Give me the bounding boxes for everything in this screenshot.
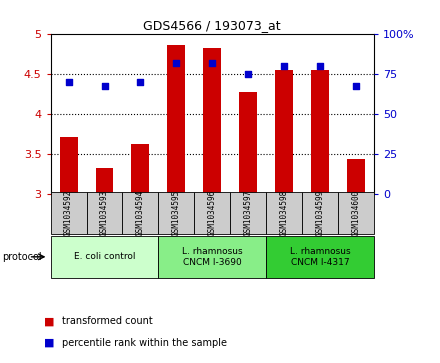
Bar <box>266 192 302 234</box>
Bar <box>230 192 266 234</box>
Point <box>245 72 252 77</box>
Text: L. rhamnosus
CNCM I-3690: L. rhamnosus CNCM I-3690 <box>182 247 242 266</box>
Bar <box>266 236 374 278</box>
Text: GSM1034593: GSM1034593 <box>100 190 109 236</box>
Bar <box>87 192 122 234</box>
Point <box>137 79 144 85</box>
Point <box>209 60 216 66</box>
Text: L. rhamnosus
CNCM I-4317: L. rhamnosus CNCM I-4317 <box>290 247 350 266</box>
Text: transformed count: transformed count <box>62 316 152 326</box>
Bar <box>275 70 293 194</box>
Text: GSM1034600: GSM1034600 <box>352 190 360 236</box>
Bar <box>51 192 87 234</box>
Bar <box>59 137 77 194</box>
Text: GSM1034598: GSM1034598 <box>280 190 289 236</box>
Text: protocol: protocol <box>2 252 42 262</box>
Bar <box>302 192 338 234</box>
Bar <box>122 192 158 234</box>
Bar <box>158 192 194 234</box>
Point <box>65 79 72 85</box>
Bar <box>194 192 230 234</box>
Text: GSM1034599: GSM1034599 <box>315 190 325 236</box>
Bar <box>158 236 266 278</box>
Bar <box>51 236 158 278</box>
Text: GSM1034595: GSM1034595 <box>172 190 181 236</box>
Title: GDS4566 / 193073_at: GDS4566 / 193073_at <box>143 19 281 32</box>
Bar <box>239 92 257 194</box>
Bar <box>132 144 150 194</box>
Text: ■: ■ <box>44 338 55 348</box>
Point <box>281 64 288 69</box>
Bar <box>203 48 221 194</box>
Bar <box>95 168 114 194</box>
Point <box>173 60 180 66</box>
Bar <box>311 70 329 194</box>
Text: percentile rank within the sample: percentile rank within the sample <box>62 338 227 348</box>
Point <box>101 83 108 89</box>
Text: E. coli control: E. coli control <box>74 252 135 261</box>
Point <box>317 64 324 69</box>
Text: GSM1034596: GSM1034596 <box>208 190 217 236</box>
Text: GSM1034597: GSM1034597 <box>244 190 253 236</box>
Bar <box>167 45 185 194</box>
Bar <box>338 192 374 234</box>
Bar <box>347 159 365 194</box>
Text: ■: ■ <box>44 316 55 326</box>
Point <box>352 83 359 89</box>
Text: GSM1034592: GSM1034592 <box>64 190 73 236</box>
Text: GSM1034594: GSM1034594 <box>136 190 145 236</box>
